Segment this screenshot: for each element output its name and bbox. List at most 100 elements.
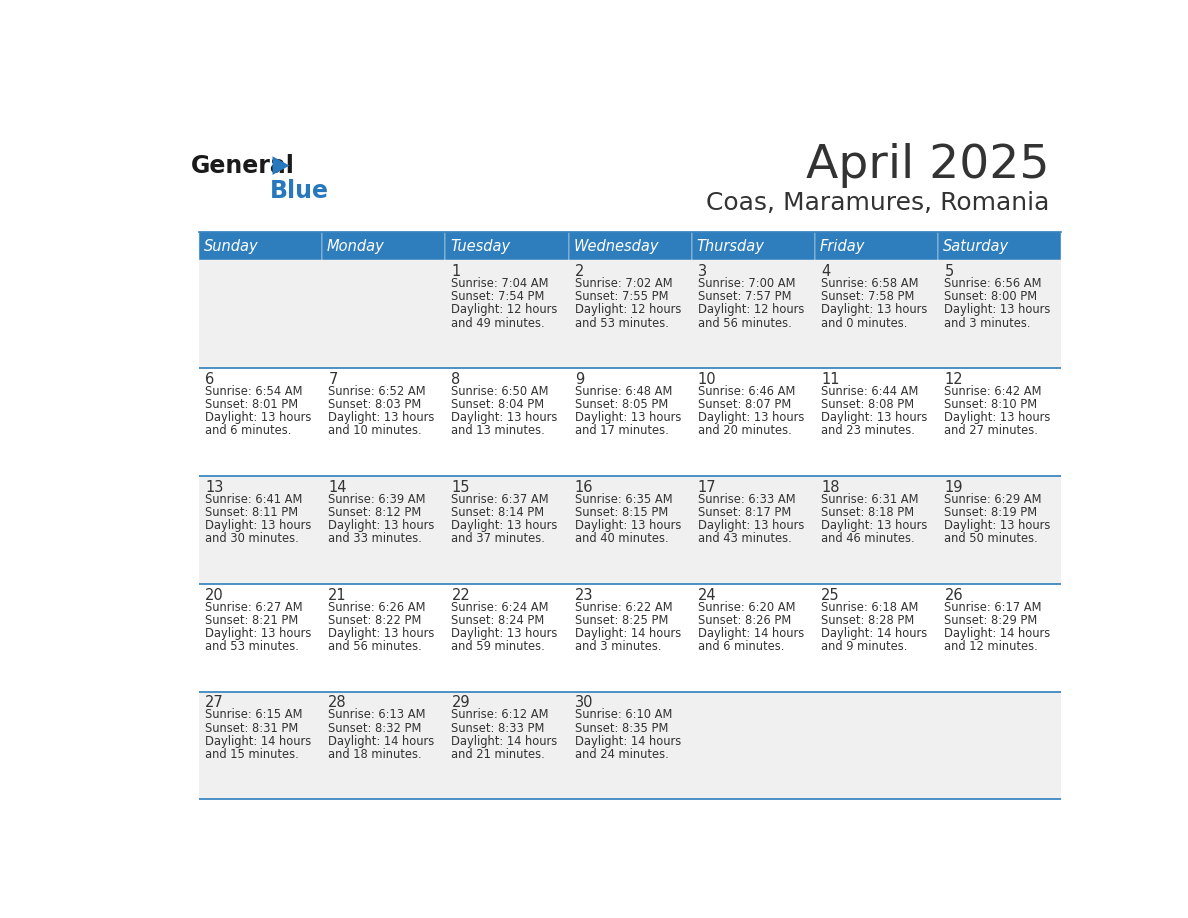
Text: Sunrise: 6:10 AM: Sunrise: 6:10 AM bbox=[575, 709, 672, 722]
Bar bbox=[939, 232, 1061, 261]
Text: Sunrise: 6:17 AM: Sunrise: 6:17 AM bbox=[944, 600, 1042, 613]
Text: Tuesday: Tuesday bbox=[450, 239, 511, 253]
Bar bbox=[198, 261, 1061, 368]
Text: Sunrise: 6:46 AM: Sunrise: 6:46 AM bbox=[697, 385, 795, 398]
Text: Daylight: 13 hours: Daylight: 13 hours bbox=[206, 627, 311, 640]
Text: Daylight: 13 hours: Daylight: 13 hours bbox=[944, 304, 1050, 317]
Text: Daylight: 14 hours: Daylight: 14 hours bbox=[697, 627, 804, 640]
Text: 23: 23 bbox=[575, 588, 593, 602]
Text: Sunset: 8:28 PM: Sunset: 8:28 PM bbox=[821, 614, 915, 627]
Text: Daylight: 13 hours: Daylight: 13 hours bbox=[328, 627, 435, 640]
Text: Sunrise: 6:12 AM: Sunrise: 6:12 AM bbox=[451, 709, 549, 722]
Text: Sunset: 8:08 PM: Sunset: 8:08 PM bbox=[821, 398, 915, 411]
Text: 16: 16 bbox=[575, 480, 593, 495]
Text: Daylight: 13 hours: Daylight: 13 hours bbox=[944, 411, 1050, 424]
Text: Sunrise: 6:15 AM: Sunrise: 6:15 AM bbox=[206, 709, 303, 722]
Text: Sunrise: 6:39 AM: Sunrise: 6:39 AM bbox=[328, 493, 425, 506]
Text: Sunset: 8:19 PM: Sunset: 8:19 PM bbox=[944, 506, 1037, 519]
Text: and 17 minutes.: and 17 minutes. bbox=[575, 424, 669, 437]
Text: 4: 4 bbox=[821, 264, 830, 279]
Text: Daylight: 13 hours: Daylight: 13 hours bbox=[575, 411, 681, 424]
Text: Sunset: 8:26 PM: Sunset: 8:26 PM bbox=[697, 614, 791, 627]
Text: Thursday: Thursday bbox=[696, 239, 765, 253]
Text: Daylight: 13 hours: Daylight: 13 hours bbox=[575, 519, 681, 532]
Text: and 53 minutes.: and 53 minutes. bbox=[575, 317, 669, 330]
Text: Daylight: 13 hours: Daylight: 13 hours bbox=[697, 411, 804, 424]
Text: 29: 29 bbox=[451, 695, 470, 711]
Text: Daylight: 14 hours: Daylight: 14 hours bbox=[944, 627, 1050, 640]
Text: and 46 minutes.: and 46 minutes. bbox=[821, 532, 915, 545]
Text: Daylight: 13 hours: Daylight: 13 hours bbox=[451, 627, 558, 640]
Text: 28: 28 bbox=[328, 695, 347, 711]
Text: Sunset: 8:33 PM: Sunset: 8:33 PM bbox=[451, 722, 545, 734]
Text: Daylight: 14 hours: Daylight: 14 hours bbox=[206, 734, 311, 747]
Text: Sunrise: 6:50 AM: Sunrise: 6:50 AM bbox=[451, 385, 549, 398]
Text: Sunday: Sunday bbox=[204, 239, 259, 253]
Text: 5: 5 bbox=[944, 264, 954, 279]
Text: Sunset: 7:54 PM: Sunset: 7:54 PM bbox=[451, 290, 545, 303]
Text: and 3 minutes.: and 3 minutes. bbox=[575, 640, 662, 653]
Text: Daylight: 14 hours: Daylight: 14 hours bbox=[821, 627, 928, 640]
Text: 25: 25 bbox=[821, 588, 840, 602]
Text: Sunrise: 6:41 AM: Sunrise: 6:41 AM bbox=[206, 493, 303, 506]
Text: Sunset: 8:18 PM: Sunset: 8:18 PM bbox=[821, 506, 915, 519]
Text: 1: 1 bbox=[451, 264, 461, 279]
Bar bbox=[198, 232, 322, 261]
Text: Daylight: 12 hours: Daylight: 12 hours bbox=[451, 304, 558, 317]
Text: Sunrise: 6:24 AM: Sunrise: 6:24 AM bbox=[451, 600, 549, 613]
Text: 10: 10 bbox=[697, 372, 716, 387]
Text: 6: 6 bbox=[206, 372, 214, 387]
Text: Daylight: 13 hours: Daylight: 13 hours bbox=[451, 411, 558, 424]
Text: and 59 minutes.: and 59 minutes. bbox=[451, 640, 545, 653]
Text: Sunrise: 6:56 AM: Sunrise: 6:56 AM bbox=[944, 277, 1042, 290]
Text: Sunrise: 6:44 AM: Sunrise: 6:44 AM bbox=[821, 385, 918, 398]
Text: 19: 19 bbox=[944, 480, 963, 495]
Text: Sunrise: 6:13 AM: Sunrise: 6:13 AM bbox=[328, 709, 425, 722]
Text: 13: 13 bbox=[206, 480, 223, 495]
Text: Sunset: 8:10 PM: Sunset: 8:10 PM bbox=[944, 398, 1037, 411]
Text: and 56 minutes.: and 56 minutes. bbox=[697, 317, 791, 330]
Text: Sunset: 7:57 PM: Sunset: 7:57 PM bbox=[697, 290, 791, 303]
Text: General: General bbox=[191, 153, 295, 177]
Text: and 37 minutes.: and 37 minutes. bbox=[451, 532, 545, 545]
Text: and 10 minutes.: and 10 minutes. bbox=[328, 424, 422, 437]
Text: Sunset: 8:25 PM: Sunset: 8:25 PM bbox=[575, 614, 668, 627]
Text: 3: 3 bbox=[697, 264, 707, 279]
Text: and 23 minutes.: and 23 minutes. bbox=[821, 424, 915, 437]
Text: Sunrise: 6:29 AM: Sunrise: 6:29 AM bbox=[944, 493, 1042, 506]
Text: Sunset: 8:07 PM: Sunset: 8:07 PM bbox=[697, 398, 791, 411]
Text: Sunrise: 6:42 AM: Sunrise: 6:42 AM bbox=[944, 385, 1042, 398]
Text: Sunset: 8:35 PM: Sunset: 8:35 PM bbox=[575, 722, 668, 734]
Text: 18: 18 bbox=[821, 480, 840, 495]
Text: Sunset: 8:00 PM: Sunset: 8:00 PM bbox=[944, 290, 1037, 303]
Text: and 0 minutes.: and 0 minutes. bbox=[821, 317, 908, 330]
Bar bbox=[198, 368, 1061, 476]
Text: and 18 minutes.: and 18 minutes. bbox=[328, 748, 422, 761]
Text: and 6 minutes.: and 6 minutes. bbox=[697, 640, 784, 653]
Text: Sunrise: 6:18 AM: Sunrise: 6:18 AM bbox=[821, 600, 918, 613]
Text: Sunrise: 6:26 AM: Sunrise: 6:26 AM bbox=[328, 600, 425, 613]
Text: Sunset: 8:04 PM: Sunset: 8:04 PM bbox=[451, 398, 544, 411]
Text: and 30 minutes.: and 30 minutes. bbox=[206, 532, 299, 545]
Text: Monday: Monday bbox=[327, 239, 385, 253]
Text: Sunrise: 6:48 AM: Sunrise: 6:48 AM bbox=[575, 385, 672, 398]
Text: Sunset: 7:58 PM: Sunset: 7:58 PM bbox=[821, 290, 915, 303]
Text: Sunset: 8:11 PM: Sunset: 8:11 PM bbox=[206, 506, 298, 519]
Text: Sunrise: 6:35 AM: Sunrise: 6:35 AM bbox=[575, 493, 672, 506]
Text: Sunset: 8:29 PM: Sunset: 8:29 PM bbox=[944, 614, 1037, 627]
Text: and 24 minutes.: and 24 minutes. bbox=[575, 748, 669, 761]
Text: Sunset: 8:32 PM: Sunset: 8:32 PM bbox=[328, 722, 422, 734]
Bar bbox=[198, 584, 1061, 691]
Text: and 27 minutes.: and 27 minutes. bbox=[944, 424, 1038, 437]
Text: Sunset: 8:17 PM: Sunset: 8:17 PM bbox=[697, 506, 791, 519]
Text: Sunset: 8:05 PM: Sunset: 8:05 PM bbox=[575, 398, 668, 411]
Text: Sunrise: 6:31 AM: Sunrise: 6:31 AM bbox=[821, 493, 918, 506]
Text: 24: 24 bbox=[697, 588, 716, 602]
Text: 17: 17 bbox=[697, 480, 716, 495]
Text: and 12 minutes.: and 12 minutes. bbox=[944, 640, 1038, 653]
Text: 7: 7 bbox=[328, 372, 337, 387]
Text: Daylight: 14 hours: Daylight: 14 hours bbox=[575, 627, 681, 640]
Text: Sunset: 8:15 PM: Sunset: 8:15 PM bbox=[575, 506, 668, 519]
Text: 12: 12 bbox=[944, 372, 963, 387]
Text: and 40 minutes.: and 40 minutes. bbox=[575, 532, 669, 545]
